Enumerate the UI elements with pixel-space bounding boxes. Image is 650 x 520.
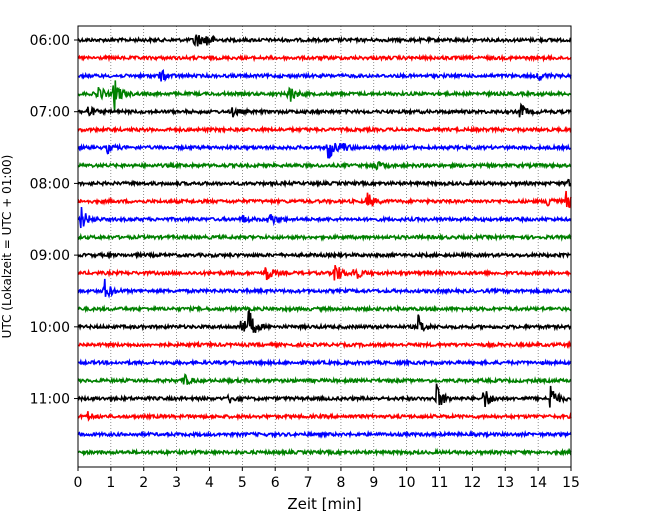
trace-row [77,68,572,82]
y-tick-label: 10:00 [30,320,70,336]
x-tick-label: 1 [106,475,115,491]
x-tick-label: 11 [431,475,449,491]
trace-row [77,373,572,386]
seismogram-trace [77,125,572,135]
trace-row [77,265,572,281]
trace-row [77,102,572,118]
trace-row [77,125,572,135]
trace-row [77,447,572,457]
seismogram-trace [77,278,572,299]
seismogram-trace [77,178,572,189]
trace-row [77,232,572,242]
seismogram-trace [77,383,572,408]
trace-row [77,80,572,112]
trace-row [77,160,572,171]
trace-row [77,411,572,422]
seismogram-trace [77,250,572,260]
seismogram-trace [77,68,572,82]
seismogram-trace [77,160,572,171]
seismogram-trace [77,429,572,439]
plot-frame [77,25,572,468]
seismogram-trace [77,80,572,112]
x-tick-label: 9 [369,475,378,491]
y-axis-label: UTC (Lokalzeit = UTC + 01:00) [0,155,14,339]
seismogram-trace [77,309,572,333]
x-tick-label: 15 [562,475,580,491]
seismogram-trace [77,265,572,281]
x-tick-label: 0 [74,475,83,491]
x-tick-label: 3 [172,475,181,491]
seismogram-trace [77,34,572,47]
y-tick-label: 08:00 [30,176,70,192]
x-tick-label: 12 [463,475,481,491]
y-tick-label: 11:00 [30,392,70,408]
trace-row [77,190,572,209]
x-tick-label: 8 [336,475,345,491]
seismogram-trace [77,411,572,422]
trace-rows [77,34,572,457]
x-tick-label: 6 [271,475,280,491]
trace-row [77,383,572,408]
y-axis-ticks: 06:00 07:00 08:00 09:00 10:00 11:00 [30,33,78,408]
seismogram-trace [77,53,572,63]
x-tick-label: 10 [398,475,416,491]
seismogram-trace [77,304,572,314]
seismogram-trace [77,358,572,368]
trace-row [77,178,572,189]
seismogram-trace [77,373,572,386]
trace-row [77,53,572,63]
trace-row [77,429,572,439]
trace-row [77,250,572,260]
y-tick-label: 09:00 [30,248,70,264]
x-tick-label: 14 [529,475,547,491]
trace-row [77,309,572,333]
seismogram-trace [77,206,572,229]
x-tick-label: 5 [238,475,247,491]
trace-row [77,278,572,299]
x-axis-ticks: 0 1 2 3 4 5 6 7 8 9 10 11 12 13 14 15 [74,467,580,491]
x-tick-label: 7 [304,475,313,491]
trace-row [77,304,572,314]
seismogram-trace [77,102,572,118]
trace-row [77,34,572,47]
x-tick-label: 13 [496,475,514,491]
trace-row [77,340,572,350]
x-axis-label: Zeit [min] [287,495,361,513]
seismogram-trace [77,340,572,350]
y-tick-label: 07:00 [30,105,70,121]
trace-row [77,358,572,368]
trace-row [77,142,572,159]
x-tick-label: 4 [205,475,214,491]
seismogram-trace [77,190,572,209]
seismogram-trace [77,232,572,242]
trace-row [77,206,572,229]
seismogram-trace [77,142,572,159]
x-tick-label: 2 [139,475,148,491]
y-tick-label: 06:00 [30,33,70,49]
seismogram-trace [77,447,572,457]
